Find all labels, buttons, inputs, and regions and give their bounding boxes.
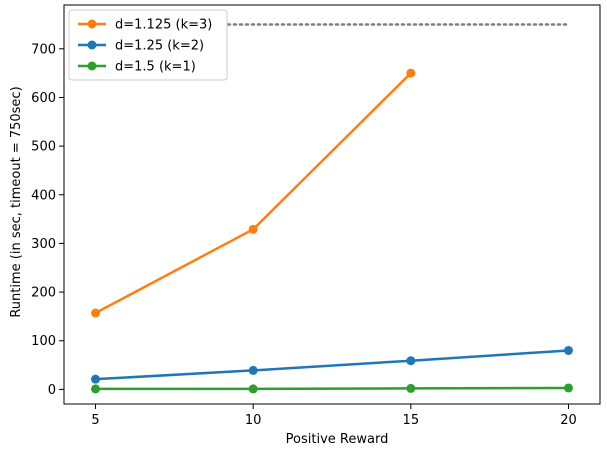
legend-swatch-marker [87,40,97,50]
legend-box [68,9,228,81]
y-tick-label: 500 [31,140,56,155]
plot-frame [63,4,601,405]
series-layer [91,23,573,394]
y-tick-label: 700 [31,42,56,57]
legend-swatch-marker [87,61,97,71]
legend-label: d=1.125 (k=3) [115,18,212,33]
legend-swatch-marker [87,19,97,29]
x-tick-label: 5 [91,413,99,428]
data-point [91,374,101,384]
series-line-2 [94,349,570,381]
x-axis-label: Positive Reward [286,432,389,447]
data-point [248,384,258,394]
data-point [91,384,101,394]
y-tick-label: 400 [31,188,56,203]
data-point [563,383,573,393]
x-tick-label: 20 [560,413,577,428]
legend-label: d=1.25 (k=2) [115,39,204,54]
legend: d=1.125 (k=3) d=1.25 (k=2) d=1.5 (k=1) [68,9,228,81]
y-tick-label: 0 [48,383,56,398]
x-tick-label: 15 [403,413,420,428]
data-point [406,356,416,366]
data-point [91,308,101,318]
series-line-3 [94,386,570,391]
y-tick-label: 300 [31,237,56,252]
data-point [248,224,258,234]
data-point [406,383,416,393]
data-point [563,345,573,355]
y-tick-label: 200 [31,286,56,301]
y-tick-label: 600 [31,91,56,106]
y-axis-label: Runtime (in sec, timeout = 750sec) [9,86,24,317]
data-point [248,365,258,375]
y-tick-label: 100 [31,334,56,349]
series-line-1 [94,71,413,315]
x-tick-label: 10 [245,413,262,428]
legend-label: d=1.5 (k=1) [115,60,196,75]
data-point [406,68,416,78]
